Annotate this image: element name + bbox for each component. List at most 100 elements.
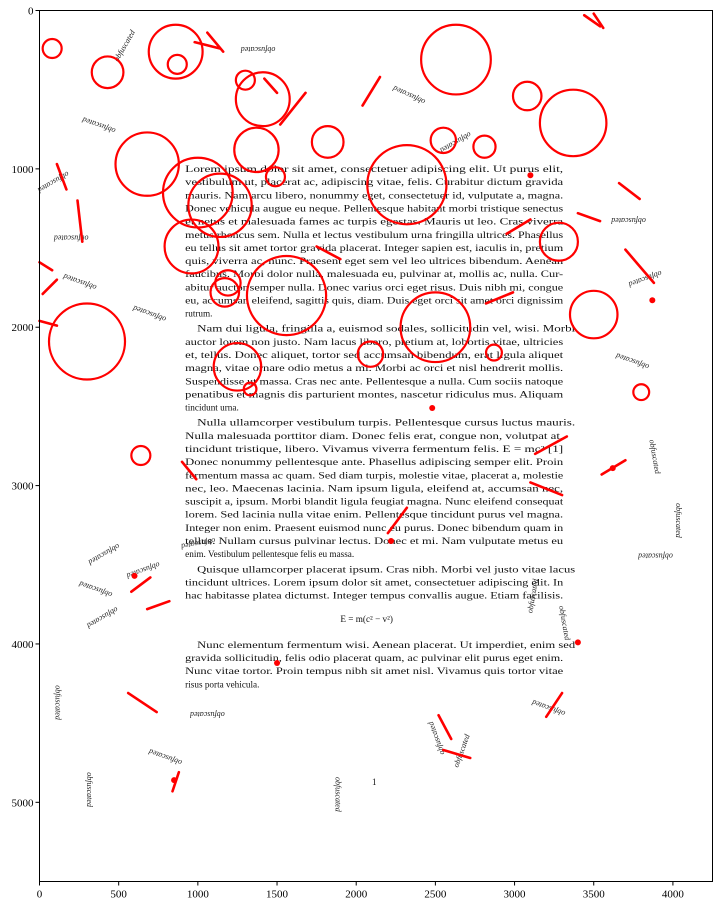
red-stroke xyxy=(624,248,656,285)
red-stroke xyxy=(263,77,279,95)
y-tick-label: 5000 xyxy=(12,797,35,809)
red-circle xyxy=(429,126,458,155)
document-line: magna, vitae ornare odio metus a mi. Mor… xyxy=(185,363,563,373)
red-circle xyxy=(538,88,608,158)
document-line: faucibus. Morbi dolor nulla, malesuada e… xyxy=(185,269,563,279)
red-circle xyxy=(245,254,328,337)
x-tick-label: 500 xyxy=(110,889,127,901)
red-stroke xyxy=(180,460,198,481)
overlay-word: obfuscated xyxy=(674,503,683,539)
overlay-word: obfuscated xyxy=(610,216,646,225)
red-circle xyxy=(242,381,258,397)
red-circle xyxy=(47,302,127,381)
red-circle xyxy=(234,69,256,91)
red-stroke xyxy=(529,481,564,497)
red-stroke xyxy=(38,319,59,327)
red-stroke xyxy=(55,162,68,191)
red-stroke xyxy=(145,599,171,611)
page-number: 1 xyxy=(372,777,377,787)
red-stroke xyxy=(582,13,602,28)
y-tick-label: 2000 xyxy=(12,322,35,334)
red-circle xyxy=(568,289,619,340)
red-circle xyxy=(366,144,448,226)
document-line: et netus et malesuada fames ac turpis eg… xyxy=(185,217,563,227)
red-marker xyxy=(574,639,581,646)
overlay-word: obfuscated xyxy=(334,777,343,813)
document-line: Integer non enim. Praesent euismod nunc … xyxy=(185,523,564,533)
red-circle xyxy=(166,53,188,75)
document-line: lorem. Sed lacinia nulla vitae enim. Pel… xyxy=(185,510,563,520)
red-circle xyxy=(484,343,503,362)
red-stroke xyxy=(38,260,54,272)
document-line: eu tellus sit amet tortor gravida placer… xyxy=(185,243,563,253)
red-stroke xyxy=(130,576,152,593)
red-circle xyxy=(212,341,263,392)
document-line: hac habitasse platea dictumst. Integer t… xyxy=(185,591,563,601)
plot-frame xyxy=(39,10,713,882)
document-text: Lorem ipsum dolor sit amet, consectetuer… xyxy=(185,164,576,689)
red-marker xyxy=(171,777,178,784)
document-line: tincidunt tristique, libero. Vivamus viv… xyxy=(185,444,563,454)
red-stroke xyxy=(437,713,453,741)
document-line: enim. Vestibulum pellentesque felis eu m… xyxy=(185,549,354,559)
red-annotation-overlay xyxy=(38,12,656,793)
red-circle xyxy=(147,23,204,80)
red-marker xyxy=(131,572,138,579)
red-marker xyxy=(388,538,395,545)
red-stroke xyxy=(386,506,409,535)
x-tick-label: 1500 xyxy=(266,889,289,901)
document-line: quis, viverra ac, nunc. Praesent eget se… xyxy=(185,256,564,266)
red-circle xyxy=(310,125,345,159)
x-tick-label: 4000 xyxy=(662,889,685,901)
document-line: vestibulum ut, placerat ac, adipiscing v… xyxy=(185,177,563,187)
document-line: Nunc elementum fermentum wisi. Aenean pl… xyxy=(197,640,576,650)
document-line: suscipit a, ipsum. Morbi blandit ligula … xyxy=(185,497,564,507)
red-stroke xyxy=(361,75,382,107)
document-line: fermentum massa ac quam. Sed diam turpis… xyxy=(185,470,563,480)
red-marker xyxy=(274,659,281,666)
red-stroke xyxy=(126,691,158,714)
red-marker xyxy=(527,172,534,179)
document-line: tincidunt urna. xyxy=(185,403,239,413)
red-circle xyxy=(472,134,497,159)
red-circle xyxy=(187,172,253,239)
document-line: penatibus et magnis dis parturient monte… xyxy=(185,389,563,399)
y-tick-label: 3000 xyxy=(12,481,35,493)
document-line: Quisque ullamcorper placerat ipsum. Cras… xyxy=(197,564,576,574)
axes: 0 500 1000 1500 2000 2500 3000 3500 4000 0 1000 200… xyxy=(12,6,685,901)
red-marker xyxy=(429,404,436,411)
document-line: Nulla malesuada porttitor diam. Donec fe… xyxy=(185,431,563,441)
document-line: Nulla ullamcorper vestibulum turpis. Pel… xyxy=(197,418,575,428)
document-line: tincidunt ultrices. Lorem ipsum dolor si… xyxy=(185,577,564,587)
red-stroke xyxy=(505,218,532,236)
red-circle xyxy=(234,71,291,128)
overlay-word: obfuscated xyxy=(53,685,62,721)
document-line: eu, accumsan eleifend, sagittis quis, di… xyxy=(185,295,563,305)
red-circle xyxy=(130,444,152,467)
document-line: Donec nonummy pellentesque ante. Phasell… xyxy=(185,457,564,467)
red-stroke xyxy=(533,435,569,456)
red-circle xyxy=(356,340,385,368)
red-stroke xyxy=(544,691,564,719)
x-tick-label: 1000 xyxy=(187,889,210,901)
red-circle xyxy=(90,55,125,90)
red-circle xyxy=(41,37,63,60)
red-stroke xyxy=(617,181,641,201)
x-tick-label: 0 xyxy=(37,889,43,901)
red-marker xyxy=(649,297,656,304)
document-line: nec, leo. Maecenas lacinia. Nam ipsum li… xyxy=(185,483,563,493)
red-circle xyxy=(399,291,472,364)
document-line: risus porta vehicula. xyxy=(185,679,259,689)
x-tick-label: 2000 xyxy=(345,889,368,901)
overlay-word: obfuscated xyxy=(637,552,673,561)
document-line: Nam dui ligula, fringilla a, euismod sod… xyxy=(197,324,576,334)
red-circle xyxy=(209,277,241,308)
document-line: gravida sollicitudin, felis odio placera… xyxy=(185,653,563,663)
red-circle xyxy=(264,166,287,188)
overlay-word: obfuscated xyxy=(85,772,94,808)
red-circle xyxy=(538,221,579,262)
red-circle xyxy=(420,23,492,96)
red-stroke xyxy=(76,199,84,244)
red-stroke xyxy=(441,748,472,760)
